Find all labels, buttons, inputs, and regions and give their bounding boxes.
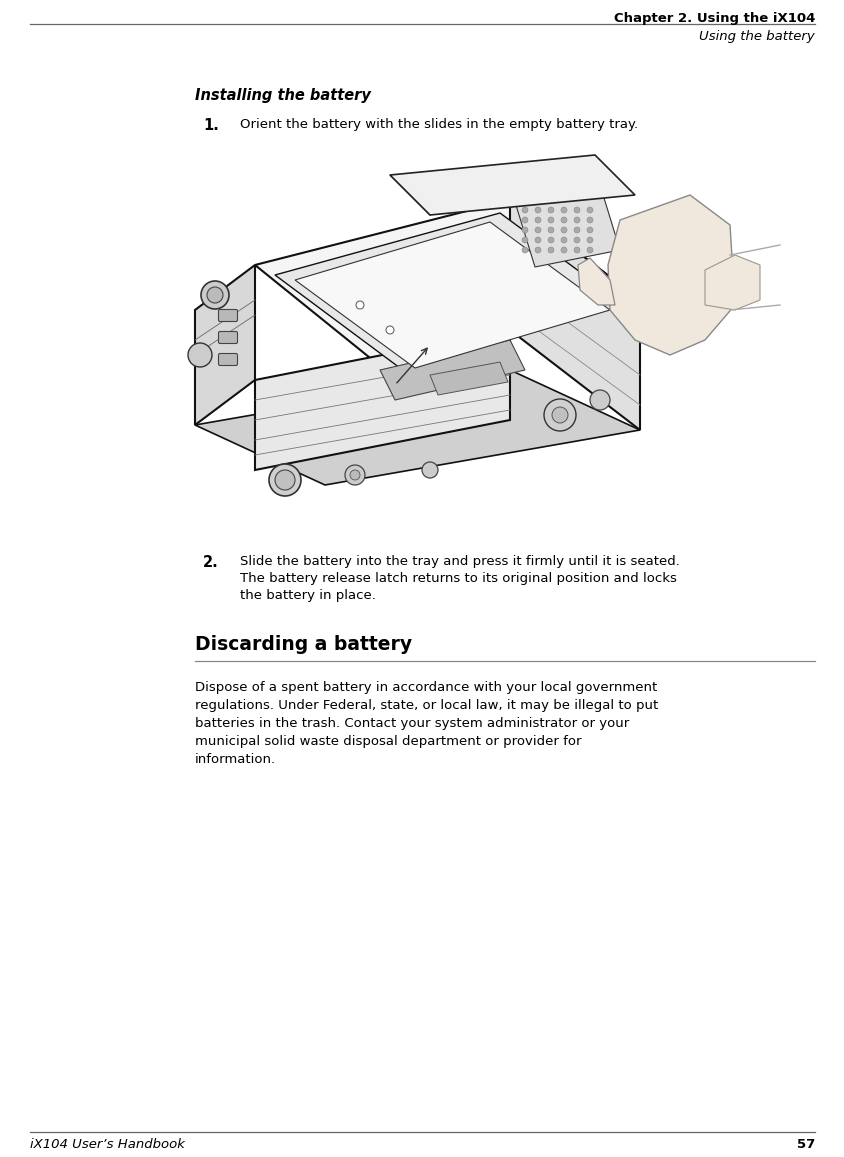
Circle shape: [573, 218, 579, 223]
Text: municipal solid waste disposal department or provider for: municipal solid waste disposal departmen…: [195, 735, 581, 747]
Circle shape: [274, 470, 295, 491]
Text: information.: information.: [195, 753, 276, 766]
Circle shape: [560, 218, 566, 223]
Circle shape: [534, 246, 540, 253]
Polygon shape: [430, 362, 507, 395]
FancyBboxPatch shape: [219, 310, 237, 322]
Circle shape: [560, 237, 566, 243]
FancyBboxPatch shape: [219, 332, 237, 344]
Circle shape: [573, 207, 579, 213]
Polygon shape: [274, 213, 625, 368]
Text: Dispose of a spent battery in accordance with your local government: Dispose of a spent battery in accordance…: [195, 681, 657, 694]
Circle shape: [534, 227, 540, 233]
Circle shape: [355, 301, 364, 309]
Text: 2.: 2.: [203, 555, 219, 570]
Circle shape: [344, 465, 365, 485]
Circle shape: [268, 464, 300, 496]
Circle shape: [587, 237, 592, 243]
Text: 1.: 1.: [203, 118, 219, 133]
Circle shape: [548, 227, 554, 233]
Text: Discarding a battery: Discarding a battery: [195, 635, 412, 654]
Circle shape: [201, 281, 229, 309]
Circle shape: [522, 207, 528, 213]
Circle shape: [560, 227, 566, 233]
Polygon shape: [390, 155, 634, 215]
Text: The battery release latch returns to its original position and locks: The battery release latch returns to its…: [240, 572, 676, 585]
Circle shape: [548, 218, 554, 223]
Text: Chapter 2. Using the iX104: Chapter 2. Using the iX104: [613, 12, 814, 25]
Circle shape: [522, 227, 528, 233]
Circle shape: [534, 237, 540, 243]
Text: 57: 57: [796, 1138, 814, 1151]
Text: batteries in the trash. Contact your system administrator or your: batteries in the trash. Contact your sys…: [195, 717, 629, 730]
Circle shape: [560, 207, 566, 213]
Text: Using the battery: Using the battery: [699, 30, 814, 43]
Text: Slide the battery into the tray and press it firmly until it is seated.: Slide the battery into the tray and pres…: [240, 555, 679, 568]
Circle shape: [544, 399, 576, 432]
Polygon shape: [255, 200, 639, 370]
Circle shape: [587, 246, 592, 253]
Polygon shape: [510, 200, 639, 430]
Circle shape: [548, 246, 554, 253]
Text: Orient the battery with the slides in the empty battery tray.: Orient the battery with the slides in th…: [240, 118, 637, 131]
Circle shape: [551, 407, 567, 423]
Text: Installing the battery: Installing the battery: [195, 88, 371, 103]
Polygon shape: [195, 265, 255, 425]
Polygon shape: [704, 255, 759, 310]
Polygon shape: [514, 185, 619, 267]
Text: iX104 User’s Handbook: iX104 User’s Handbook: [30, 1138, 185, 1151]
Text: regulations. Under Federal, state, or local law, it may be illegal to put: regulations. Under Federal, state, or lo…: [195, 699, 657, 712]
FancyBboxPatch shape: [219, 354, 237, 366]
Polygon shape: [380, 340, 524, 400]
Polygon shape: [608, 196, 734, 355]
Circle shape: [589, 390, 609, 410]
Circle shape: [587, 227, 592, 233]
Circle shape: [548, 237, 554, 243]
Circle shape: [587, 207, 592, 213]
Circle shape: [421, 462, 437, 478]
Circle shape: [522, 218, 528, 223]
Circle shape: [534, 207, 540, 213]
Circle shape: [522, 237, 528, 243]
Circle shape: [587, 218, 592, 223]
Polygon shape: [295, 222, 609, 368]
Circle shape: [573, 227, 579, 233]
Circle shape: [522, 246, 528, 253]
Circle shape: [573, 237, 579, 243]
Polygon shape: [255, 330, 510, 470]
Circle shape: [349, 470, 360, 480]
Circle shape: [386, 326, 393, 334]
Circle shape: [560, 246, 566, 253]
Polygon shape: [577, 258, 614, 305]
Circle shape: [548, 207, 554, 213]
Circle shape: [534, 218, 540, 223]
Text: the battery in place.: the battery in place.: [240, 589, 376, 602]
Circle shape: [573, 246, 579, 253]
Circle shape: [187, 342, 212, 367]
Polygon shape: [195, 370, 639, 485]
Circle shape: [207, 287, 223, 303]
